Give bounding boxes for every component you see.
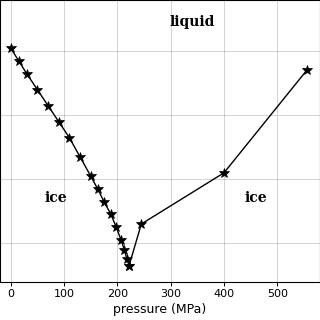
Text: ice: ice (245, 191, 267, 205)
Text: ice: ice (45, 191, 67, 205)
Text: liquid: liquid (169, 15, 215, 29)
X-axis label: pressure (MPa): pressure (MPa) (113, 303, 207, 316)
